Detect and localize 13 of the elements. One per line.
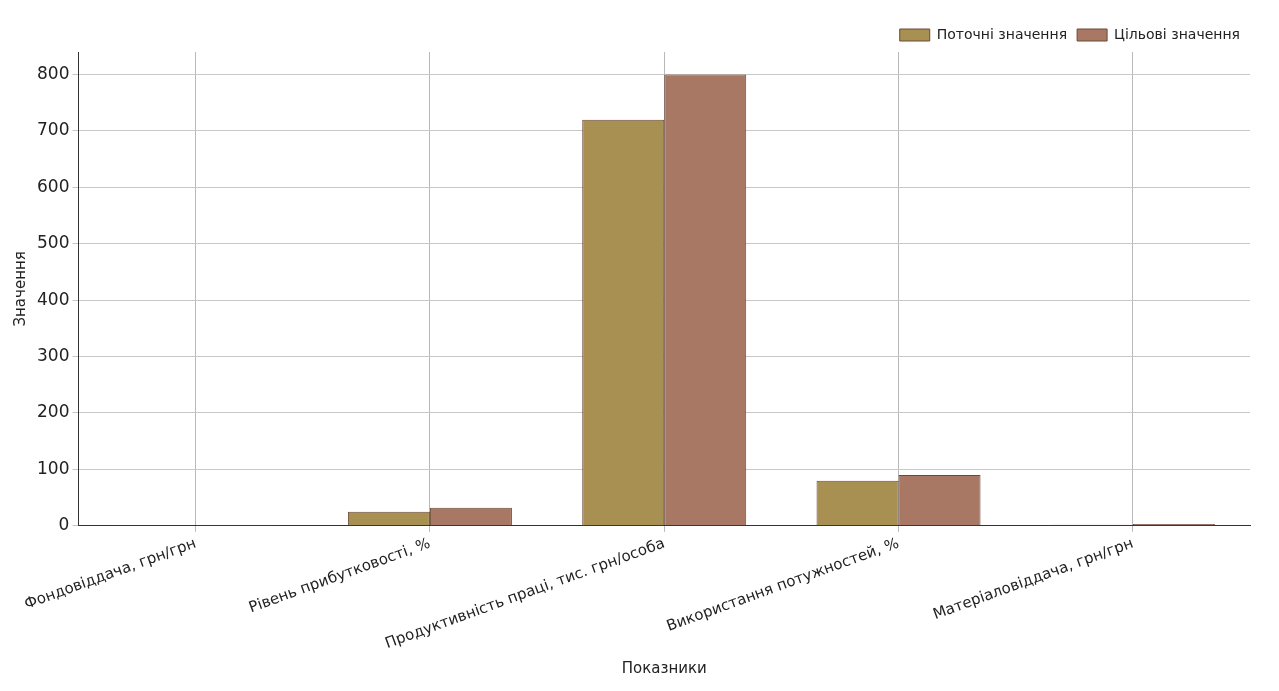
y-tick-label: 100	[36, 457, 70, 478]
y-tick-label: 700	[36, 119, 70, 140]
legend-label: Поточні значення	[936, 25, 1068, 42]
y-tick-label: 500	[36, 232, 70, 253]
y-axis-title: Значення	[10, 251, 29, 327]
x-axis-title: Показники	[621, 658, 707, 677]
y-tick-label: 800	[36, 62, 70, 83]
legend-label: Цільові значення	[1114, 25, 1240, 42]
y-tick-label: 600	[36, 175, 70, 196]
y-tick-label: 400	[36, 288, 70, 309]
y-tick-label: 200	[36, 401, 70, 422]
y-tick-label: 0	[58, 514, 70, 535]
y-tick-label: 300	[36, 345, 70, 365]
